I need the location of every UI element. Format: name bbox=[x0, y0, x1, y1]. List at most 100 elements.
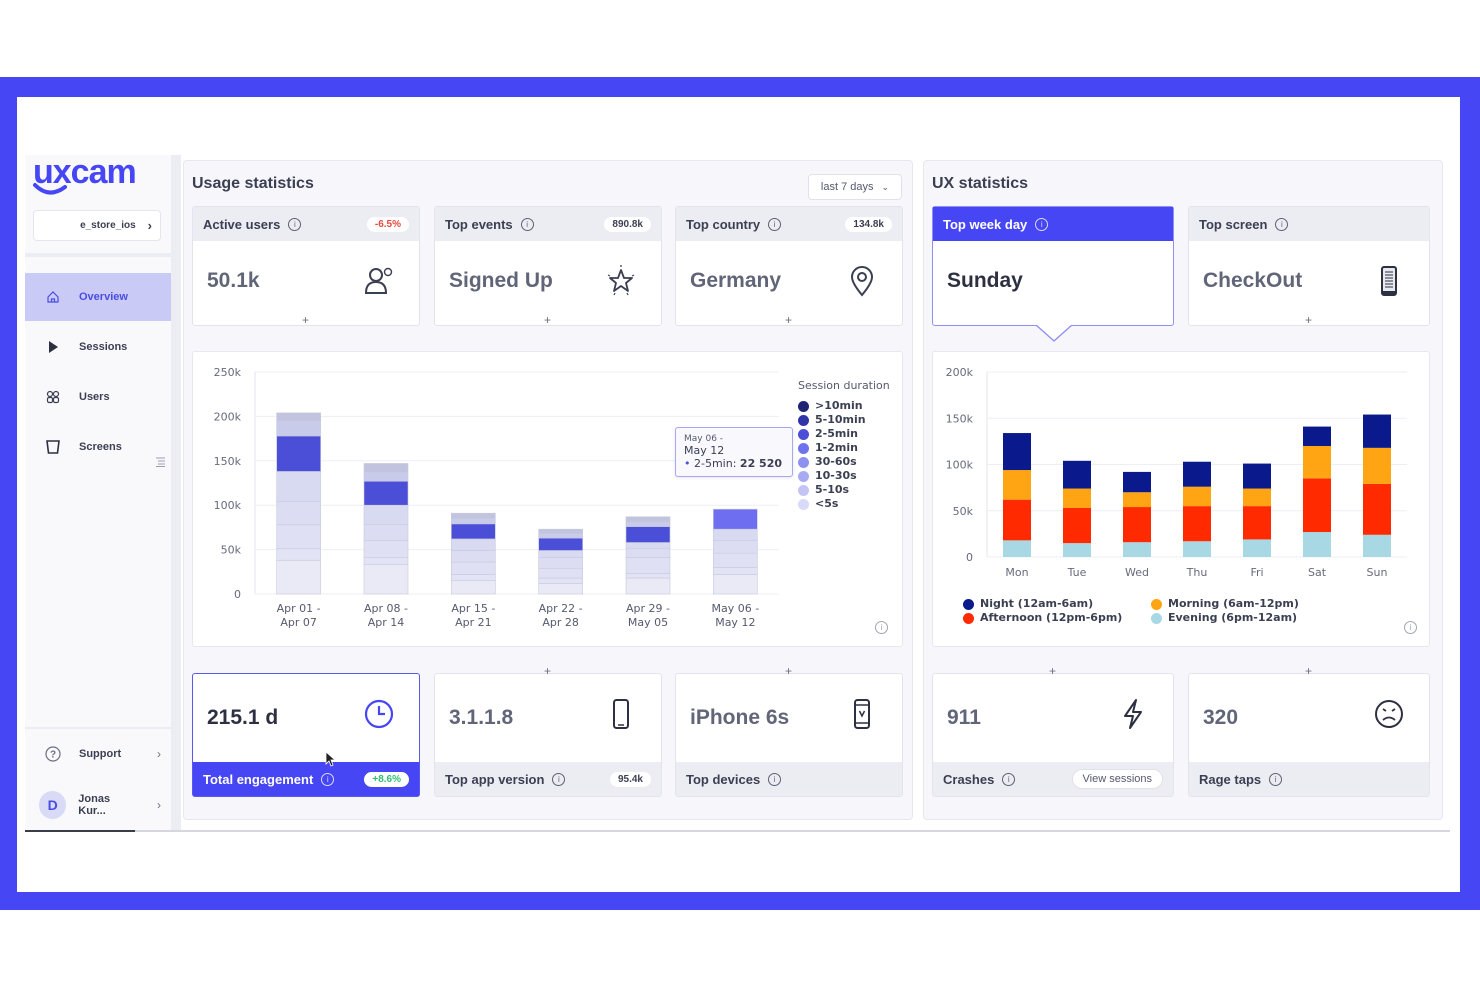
plus-icon: + bbox=[785, 664, 793, 678]
card-label: Active users bbox=[203, 216, 281, 232]
legend-item[interactable]: 1-2min bbox=[798, 441, 890, 455]
legend-item[interactable]: Night (12am-6am) bbox=[963, 597, 1151, 611]
session-duration-chart: 0 50k 100k 150k 200k 250k Apr 01 - Apr 07 Apr 08… bbox=[192, 351, 903, 647]
active-users-card[interactable]: Active users i -6.5% 50.1k + bbox=[192, 206, 420, 327]
card-label: Top screen bbox=[1199, 216, 1268, 232]
info-icon[interactable]: i bbox=[520, 217, 534, 231]
card-value: iPhone 6s bbox=[690, 706, 790, 729]
sidebar-item-label: Overview bbox=[79, 291, 128, 303]
star-icon bbox=[607, 265, 635, 296]
sidebar-divider bbox=[171, 155, 181, 830]
svg-text:Apr 07: Apr 07 bbox=[280, 616, 317, 629]
change-badge: +8.6% bbox=[364, 771, 409, 787]
scroll-indicator bbox=[25, 830, 135, 832]
card-label: Top devices bbox=[686, 771, 761, 787]
svg-text:May 12: May 12 bbox=[715, 616, 755, 629]
sidebar-item-label: Screens bbox=[79, 441, 122, 453]
card-label: Crashes bbox=[943, 771, 995, 787]
card-label: Top week day bbox=[943, 216, 1028, 232]
chart-tooltip: May 06 - May 12 • 2-5min: 22 520 bbox=[675, 427, 793, 477]
date-range-select[interactable]: last 7 days ⌄ bbox=[808, 174, 902, 200]
legend-title: Session duration bbox=[798, 379, 890, 392]
legend-item[interactable]: <5s bbox=[798, 497, 890, 511]
svg-text:0: 0 bbox=[234, 588, 241, 601]
view-sessions-button[interactable]: View sessions bbox=[1071, 769, 1163, 789]
count-badge: 134.8k bbox=[845, 216, 892, 232]
svg-text:?: ? bbox=[50, 750, 56, 761]
info-icon[interactable]: i bbox=[1275, 217, 1289, 231]
info-icon[interactable]: i bbox=[1035, 217, 1049, 231]
divider bbox=[25, 253, 171, 257]
info-icon[interactable]: i bbox=[552, 772, 566, 786]
usage-statistics-panel: Usage statistics last 7 days ⌄ Active us… bbox=[183, 160, 913, 820]
info-icon[interactable]: i bbox=[321, 772, 335, 786]
divider bbox=[25, 727, 171, 729]
weekday-bars[interactable]: 0 50k 100k 150k 200k Mon Tue Wed Thu Fri Sat Sun bbox=[933, 352, 1431, 648]
chart-legend: Night (12am-6am) Morning (6am-12pm) Aftern… bbox=[963, 597, 1321, 625]
svg-text:Fri: Fri bbox=[1250, 566, 1263, 579]
plus-icon: + bbox=[544, 664, 552, 678]
svg-text:Apr 08 -: Apr 08 - bbox=[364, 602, 408, 615]
top-events-card[interactable]: Top events i 890.8k Signed Up + bbox=[434, 206, 662, 327]
legend-item[interactable]: 5-10min bbox=[798, 413, 890, 427]
top-week-day-card[interactable]: Top week day i Sunday bbox=[932, 206, 1174, 342]
crashes-card[interactable]: + 911 Crashes i View sessions bbox=[932, 664, 1174, 797]
support-label: Support bbox=[79, 748, 122, 760]
app-selector[interactable]: e_store_ios › bbox=[33, 210, 161, 241]
legend-item[interactable]: Morning (6am-12pm) bbox=[1151, 597, 1321, 611]
card-value: Signed Up bbox=[449, 269, 553, 292]
top-app-version-card[interactable]: + 3.1.1.8 Top app version i 95.4k bbox=[434, 664, 662, 797]
svg-text:100k: 100k bbox=[946, 459, 974, 472]
card-value: 911 bbox=[947, 706, 981, 729]
info-icon[interactable]: i bbox=[1002, 772, 1016, 786]
device-icon bbox=[854, 699, 870, 729]
avatar: D bbox=[39, 791, 67, 819]
top-country-card[interactable]: Top country i 134.8k Germany + bbox=[675, 206, 903, 327]
user-name: Jonas Kur... bbox=[78, 793, 111, 817]
total-engagement-card[interactable]: 215.1 d Total engagement i +8.6% bbox=[192, 673, 420, 797]
card-label: Top events bbox=[445, 216, 513, 232]
sidebar-item-screens[interactable]: Screens bbox=[25, 423, 171, 471]
info-icon[interactable]: i bbox=[1269, 772, 1283, 786]
top-screen-card[interactable]: Top screen i CheckOut + bbox=[1188, 206, 1430, 327]
change-badge: -6.5% bbox=[366, 216, 409, 232]
info-icon[interactable]: i bbox=[1404, 621, 1417, 634]
chart-legend: Session duration >10min 5-10min 2-5min 1-2m… bbox=[798, 379, 890, 511]
lightning-icon bbox=[1124, 699, 1142, 729]
rage-taps-card[interactable]: + 320 Rage taps i bbox=[1188, 664, 1430, 797]
svg-text:May 06 -: May 06 - bbox=[711, 602, 759, 615]
user-menu[interactable]: D Jonas Kur... › bbox=[25, 781, 171, 829]
user-icon bbox=[364, 267, 393, 294]
info-icon[interactable]: i bbox=[288, 217, 302, 231]
panel-title: UX statistics bbox=[932, 175, 1029, 192]
sidebar-item-sessions[interactable]: Sessions bbox=[25, 323, 171, 371]
svg-text:Apr 01 -: Apr 01 - bbox=[277, 602, 321, 615]
info-icon[interactable]: i bbox=[875, 621, 888, 634]
support-link[interactable]: ? Support › bbox=[25, 730, 171, 778]
plus-icon: + bbox=[544, 313, 552, 327]
legend-item[interactable]: >10min bbox=[798, 399, 890, 413]
chevron-down-icon: ⌄ bbox=[881, 181, 890, 192]
svg-text:Apr 28: Apr 28 bbox=[542, 616, 579, 629]
card-value: Sunday bbox=[947, 269, 1023, 292]
legend-item[interactable]: Afternoon (12pm-6pm) bbox=[963, 611, 1151, 625]
legend-item[interactable]: 30-60s bbox=[798, 455, 890, 469]
sidebar-item-users[interactable]: Users bbox=[25, 373, 171, 421]
legend-item[interactable]: 10-30s bbox=[798, 469, 890, 483]
plus-icon: + bbox=[1305, 664, 1313, 678]
svg-text:Sat: Sat bbox=[1308, 566, 1327, 579]
app-window: uxcam e_store_ios › Overview Sessions bbox=[17, 97, 1460, 892]
plus-icon: + bbox=[302, 313, 310, 327]
svg-text:150k: 150k bbox=[946, 412, 974, 425]
collapse-sidebar-icon[interactable] bbox=[155, 457, 166, 467]
sidebar-item-overview[interactable]: Overview bbox=[25, 273, 171, 321]
legend-item[interactable]: 5-10s bbox=[798, 483, 890, 497]
users-icon bbox=[45, 389, 61, 405]
info-icon[interactable]: i bbox=[768, 217, 782, 231]
legend-item[interactable]: 2-5min bbox=[798, 427, 890, 441]
session-duration-bars[interactable]: 0 50k 100k 150k 200k 250k Apr 01 -Apr 07 Apr 08… bbox=[193, 352, 904, 648]
info-icon[interactable]: i bbox=[768, 772, 782, 786]
top-devices-card[interactable]: + iPhone 6s Top devices i bbox=[675, 664, 903, 797]
chevron-right-icon: › bbox=[147, 218, 152, 233]
legend-item[interactable]: Evening (6pm-12am) bbox=[1151, 611, 1321, 625]
